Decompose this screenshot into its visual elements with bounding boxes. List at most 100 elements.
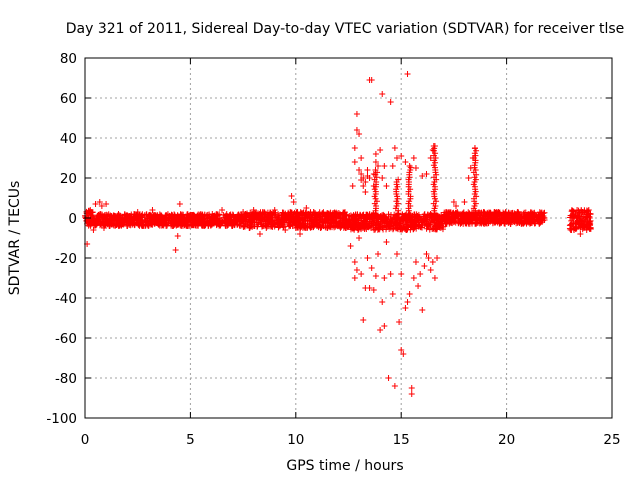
data-point [375, 163, 382, 169]
data-point [436, 222, 443, 229]
data-point [398, 347, 405, 353]
data-point [216, 217, 223, 224]
data-point [256, 231, 263, 237]
data-point [408, 391, 415, 397]
data-point [429, 259, 436, 265]
data-point [577, 224, 584, 231]
data-point [361, 221, 368, 228]
data-point [106, 222, 113, 229]
data-point [303, 214, 310, 221]
data-point [506, 210, 513, 217]
data-point [389, 163, 396, 169]
data-point [375, 251, 382, 257]
data-point [288, 193, 295, 199]
data-point [585, 207, 592, 213]
data-point [531, 220, 538, 227]
plot-frame [84, 57, 613, 419]
data-point [441, 209, 448, 216]
data-point [406, 291, 413, 297]
data-point [377, 147, 384, 153]
data-point [281, 212, 288, 219]
data-point [178, 221, 185, 227]
data-point [455, 218, 462, 225]
x-tick-label: 20 [498, 432, 515, 448]
data-point [418, 222, 425, 229]
data-point [393, 225, 400, 232]
data-point [520, 219, 527, 226]
data-point [271, 207, 278, 213]
data-point [379, 175, 386, 181]
data-point [381, 215, 388, 222]
x-tick-label: 15 [393, 432, 410, 448]
data-point [530, 210, 537, 217]
data-point [427, 211, 434, 218]
y-tick-label: -100 [46, 411, 77, 427]
data-point [247, 222, 254, 229]
data-point [370, 183, 377, 189]
data-point [116, 215, 123, 222]
data-point [243, 216, 250, 223]
data-point [412, 165, 419, 171]
data-point [345, 223, 352, 229]
data-point [433, 226, 440, 233]
data-point [347, 243, 354, 249]
data-point [372, 226, 379, 233]
data-point [431, 275, 438, 281]
data-point [187, 211, 194, 218]
data-point [366, 212, 373, 219]
data-point [391, 220, 398, 227]
data-point [97, 211, 104, 218]
data-point [131, 221, 138, 228]
data-point [292, 225, 299, 231]
data-point [540, 212, 547, 219]
data-point [88, 209, 95, 215]
data-point [477, 215, 484, 222]
data-point [515, 210, 522, 217]
data-point [352, 211, 359, 218]
data-point [286, 213, 293, 220]
data-point [325, 216, 332, 223]
data-point [291, 218, 298, 225]
data-point [124, 223, 131, 229]
data-point [319, 219, 326, 226]
data-point [372, 167, 379, 173]
data-point [315, 211, 322, 218]
data-point [107, 219, 114, 226]
data-point [432, 225, 439, 232]
data-point [144, 221, 151, 228]
data-point [587, 217, 594, 224]
data-point [258, 218, 265, 225]
data-point [379, 91, 386, 97]
data-point [400, 224, 407, 231]
data-point [360, 183, 367, 189]
data-point [419, 173, 426, 179]
data-point [402, 305, 409, 311]
data-point [319, 210, 326, 217]
data-point [294, 210, 301, 217]
data-point [396, 319, 403, 325]
data-point [268, 212, 275, 219]
data-point [381, 323, 388, 329]
data-point [247, 224, 254, 231]
data-point [199, 216, 206, 223]
data-point [383, 183, 390, 189]
y-tick-label: 80 [60, 51, 77, 67]
data-point [425, 220, 432, 227]
data-point [383, 239, 390, 245]
data-point [172, 247, 179, 253]
chart-title: Day 321 of 2011, Sidereal Day-to-day VTE… [66, 21, 625, 37]
data-point [176, 201, 183, 207]
data-point [398, 271, 405, 277]
data-point [91, 222, 98, 229]
data-point [313, 223, 320, 229]
data-point [212, 219, 219, 226]
data-point [483, 218, 490, 225]
data-point [575, 221, 582, 227]
data-point [353, 127, 360, 133]
data-point [351, 145, 358, 151]
data-point [509, 209, 516, 216]
data-point [398, 153, 405, 159]
data-point [391, 145, 398, 151]
data-point [331, 211, 338, 218]
data-point [155, 221, 162, 227]
